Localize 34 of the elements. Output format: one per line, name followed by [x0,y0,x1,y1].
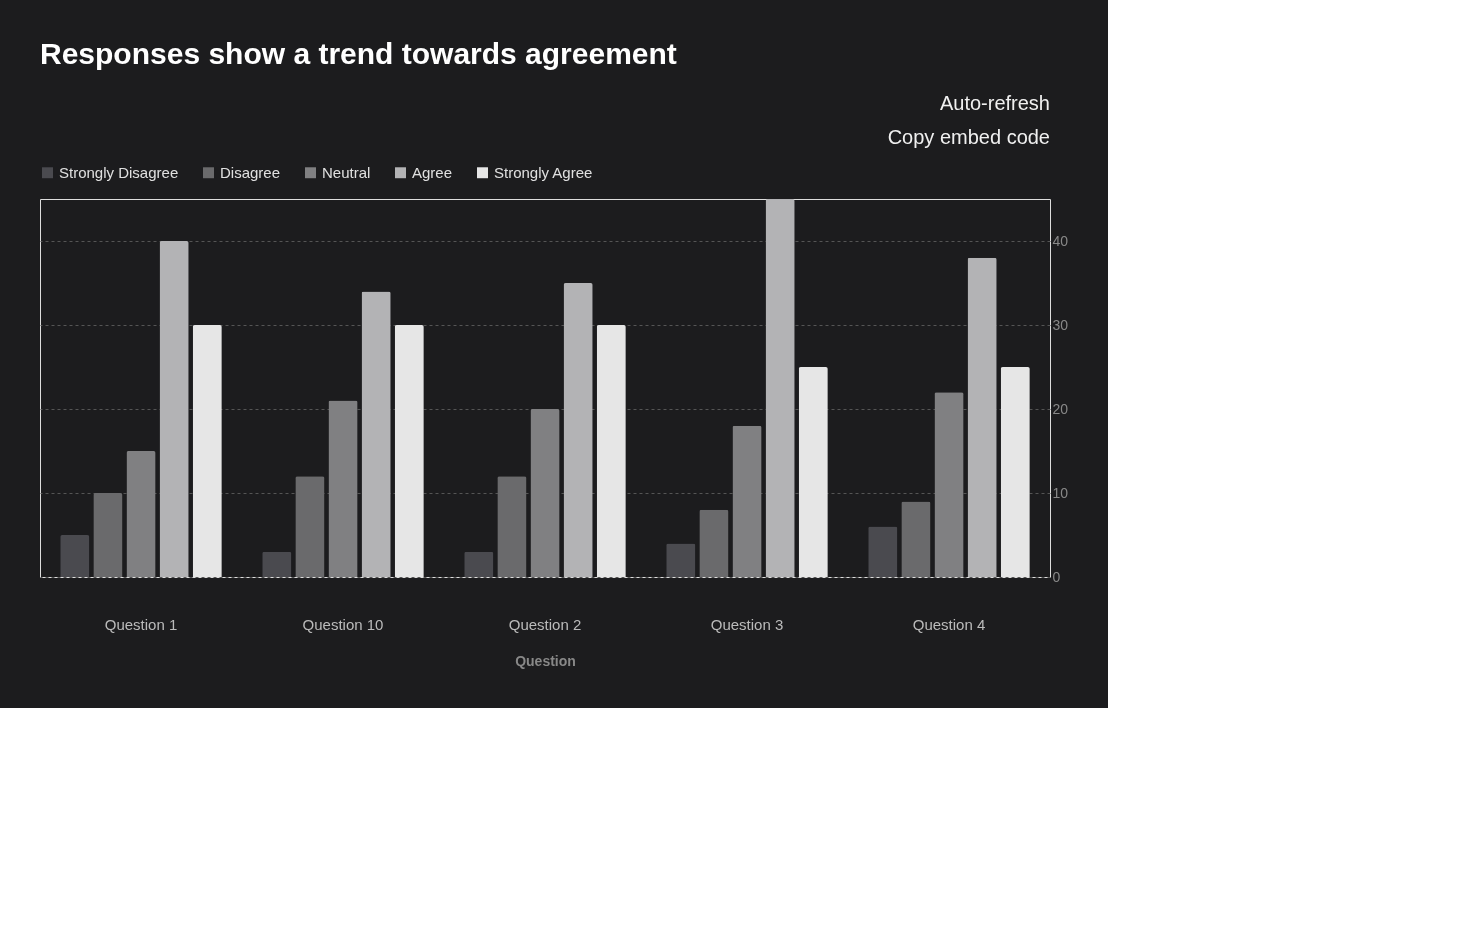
y-tick-label: 0 [1052,568,1061,585]
bar [934,392,964,577]
x-tick-label: Question 2 [508,615,582,633]
chart-title: Responses show a trend towards agreement [40,37,677,70]
bar [295,476,325,577]
bar [530,409,560,577]
x-tick-label: Question 4 [912,615,986,633]
bar [765,199,795,577]
x-axis-title: Question [515,652,576,669]
bar [328,400,358,577]
y-tick-label: 10 [1052,484,1069,501]
x-tick-label: Question 10 [302,615,384,633]
legend-label: Agree [412,163,453,181]
bar [901,501,931,577]
legend-label: Strongly Agree [494,163,593,181]
bar [732,425,762,577]
bar [699,509,729,577]
x-tick-label: Question 3 [710,615,784,633]
bar [93,493,123,577]
bar [126,451,156,577]
legend-label: Disagree [220,163,281,181]
bar [967,257,997,577]
bar [497,476,527,577]
text: Auto-refresh [939,92,1050,114]
legend-label: Neutral [322,163,371,181]
y-tick-label: 40 [1052,232,1069,249]
bar [159,241,189,577]
text: Copy embed code [887,126,1050,148]
legend-label: Strongly Disagree [59,163,179,181]
bar [361,291,391,577]
x-tick-label: Question 1 [104,615,178,633]
y-tick-label: 20 [1052,400,1069,417]
bar [563,283,593,577]
y-tick-label: 30 [1052,316,1069,333]
